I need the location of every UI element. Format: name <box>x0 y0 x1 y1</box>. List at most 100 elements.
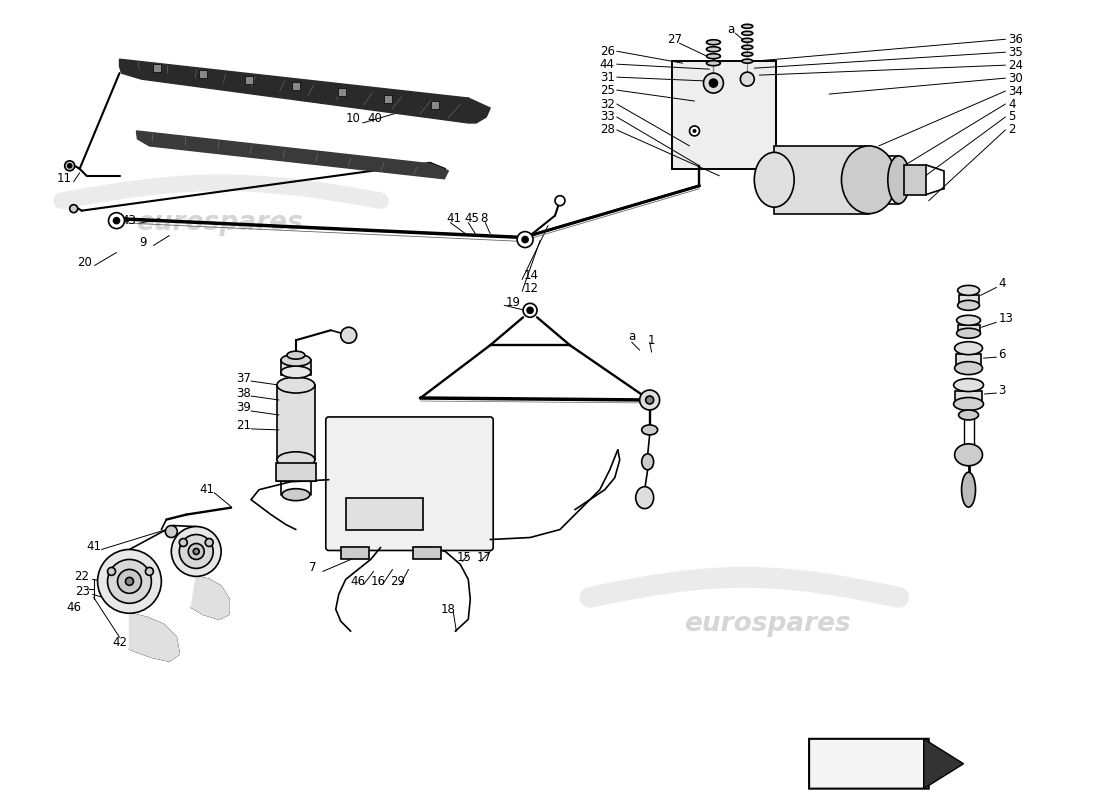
Polygon shape <box>120 59 491 123</box>
Bar <box>153 64 161 72</box>
Ellipse shape <box>958 286 979 295</box>
Text: 46: 46 <box>351 575 365 588</box>
Text: 17: 17 <box>476 551 492 564</box>
Bar <box>280 360 311 375</box>
Circle shape <box>704 73 724 93</box>
Circle shape <box>740 72 755 86</box>
Text: a: a <box>629 330 636 342</box>
Ellipse shape <box>958 410 979 420</box>
Ellipse shape <box>280 366 311 378</box>
Text: 4: 4 <box>999 277 1005 290</box>
Text: 32: 32 <box>600 98 615 110</box>
Polygon shape <box>810 739 958 789</box>
Text: 30: 30 <box>1009 72 1023 85</box>
Text: 26: 26 <box>600 45 615 58</box>
Bar <box>292 82 299 90</box>
Circle shape <box>69 205 78 213</box>
Text: 25: 25 <box>600 83 615 97</box>
Ellipse shape <box>706 46 721 52</box>
Circle shape <box>172 526 221 576</box>
Text: eurospares: eurospares <box>135 210 302 236</box>
Bar <box>774 146 869 214</box>
Text: 20: 20 <box>77 256 91 269</box>
Circle shape <box>68 164 72 168</box>
Circle shape <box>145 567 153 575</box>
Circle shape <box>640 390 660 410</box>
Text: 23: 23 <box>75 585 89 598</box>
Ellipse shape <box>954 378 983 391</box>
Circle shape <box>710 79 717 87</box>
Bar <box>430 101 439 109</box>
Circle shape <box>108 559 152 603</box>
Bar <box>338 89 345 97</box>
Ellipse shape <box>755 152 794 207</box>
Text: 3: 3 <box>999 383 1005 397</box>
Text: 14: 14 <box>524 269 539 282</box>
Polygon shape <box>191 576 229 619</box>
Text: a: a <box>727 22 735 36</box>
Text: 41: 41 <box>199 483 214 496</box>
Ellipse shape <box>955 444 982 466</box>
Text: 15: 15 <box>456 551 471 564</box>
Bar <box>956 354 981 368</box>
Bar <box>277 385 315 460</box>
Ellipse shape <box>706 40 721 45</box>
Ellipse shape <box>641 425 658 435</box>
Circle shape <box>527 307 534 314</box>
Bar <box>199 70 207 78</box>
Circle shape <box>65 161 75 170</box>
Text: 29: 29 <box>390 575 406 588</box>
Circle shape <box>165 526 177 538</box>
Text: 5: 5 <box>1009 110 1015 123</box>
Text: 37: 37 <box>236 371 251 385</box>
Text: 9: 9 <box>140 236 147 249</box>
Bar <box>276 462 316 481</box>
Text: 41: 41 <box>87 540 101 553</box>
Text: 27: 27 <box>668 33 683 46</box>
Bar <box>245 76 253 84</box>
Circle shape <box>179 538 187 546</box>
Ellipse shape <box>842 146 896 214</box>
Circle shape <box>556 196 565 206</box>
Circle shape <box>524 303 537 318</box>
Text: 28: 28 <box>600 123 615 137</box>
Ellipse shape <box>958 300 979 310</box>
Bar <box>345 498 424 530</box>
Ellipse shape <box>277 377 315 393</box>
Ellipse shape <box>287 351 305 359</box>
Circle shape <box>113 218 120 224</box>
Ellipse shape <box>954 398 983 410</box>
Ellipse shape <box>957 328 980 338</box>
Text: 38: 38 <box>236 386 251 399</box>
Ellipse shape <box>706 61 721 66</box>
Ellipse shape <box>955 362 982 374</box>
Ellipse shape <box>741 31 752 35</box>
Text: 31: 31 <box>600 70 615 84</box>
Text: 35: 35 <box>1009 46 1023 58</box>
Text: 21: 21 <box>236 419 251 433</box>
Text: 40: 40 <box>367 113 383 126</box>
Circle shape <box>341 327 356 343</box>
Ellipse shape <box>741 52 752 56</box>
Text: 39: 39 <box>236 402 251 414</box>
Text: 24: 24 <box>1009 58 1023 72</box>
Polygon shape <box>136 131 449 178</box>
Ellipse shape <box>706 54 721 58</box>
Text: 42: 42 <box>112 636 126 649</box>
Text: 11: 11 <box>57 172 72 186</box>
Text: 7: 7 <box>309 561 317 574</box>
Bar <box>384 94 393 102</box>
Text: 44: 44 <box>600 58 615 70</box>
Polygon shape <box>130 614 179 661</box>
Text: 12: 12 <box>524 282 539 295</box>
Bar <box>955 391 982 404</box>
Ellipse shape <box>741 24 752 28</box>
Polygon shape <box>924 739 964 789</box>
Text: 4: 4 <box>1009 98 1016 110</box>
Ellipse shape <box>277 452 315 468</box>
Circle shape <box>194 549 199 554</box>
Ellipse shape <box>641 454 653 470</box>
Text: 2: 2 <box>1009 123 1016 137</box>
Text: eurospares: eurospares <box>684 611 850 638</box>
Ellipse shape <box>282 489 310 501</box>
